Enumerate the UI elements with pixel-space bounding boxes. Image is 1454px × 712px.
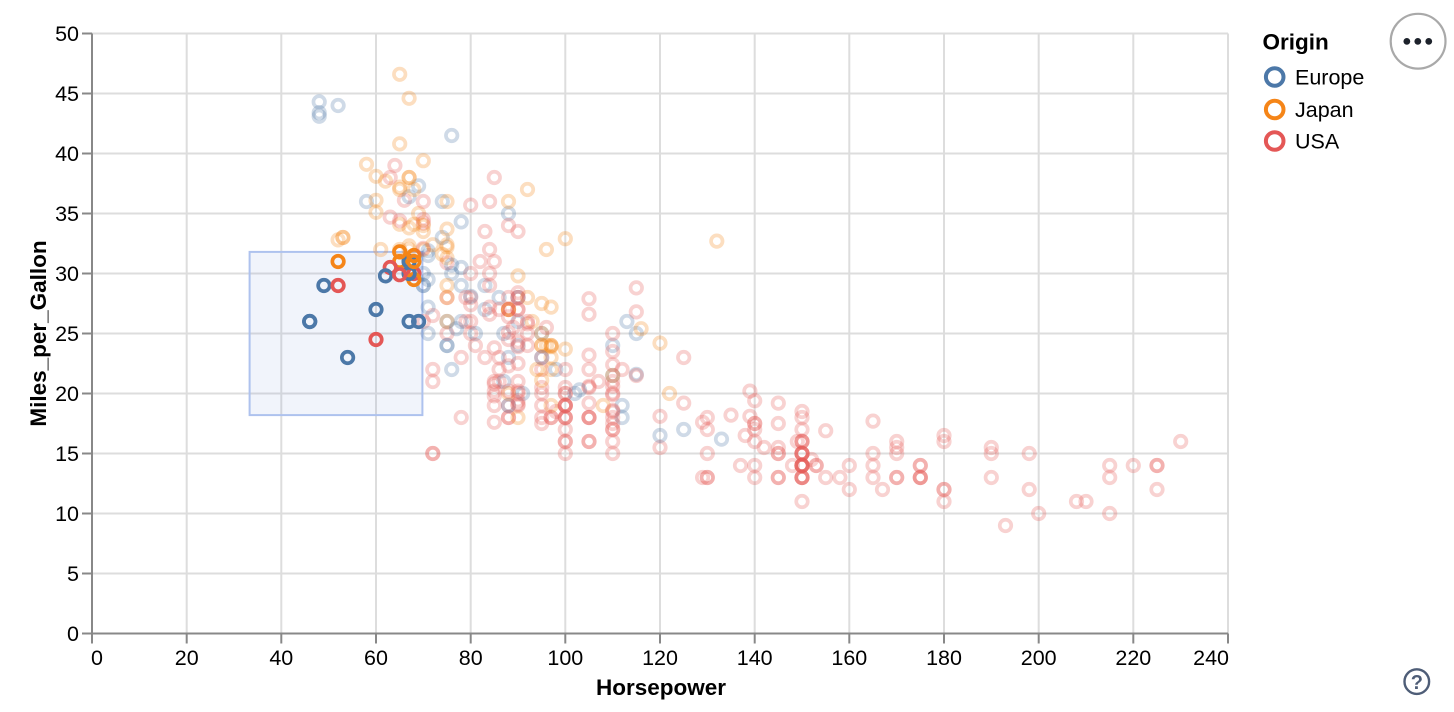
svg-text:50: 50 bbox=[55, 22, 79, 46]
svg-text:160: 160 bbox=[831, 646, 867, 670]
svg-text:?: ? bbox=[1411, 672, 1423, 694]
svg-text:120: 120 bbox=[642, 646, 678, 670]
svg-text:20: 20 bbox=[55, 382, 79, 406]
svg-text:80: 80 bbox=[459, 646, 483, 670]
svg-text:40: 40 bbox=[55, 142, 79, 166]
svg-text:40: 40 bbox=[269, 646, 293, 670]
svg-text:20: 20 bbox=[175, 646, 199, 670]
svg-text:0: 0 bbox=[67, 622, 79, 646]
svg-text:45: 45 bbox=[55, 82, 79, 106]
svg-text:100: 100 bbox=[547, 646, 583, 670]
svg-text:25: 25 bbox=[55, 322, 79, 346]
svg-text:180: 180 bbox=[926, 646, 962, 670]
svg-text:30: 30 bbox=[55, 262, 79, 286]
svg-text:240: 240 bbox=[1193, 646, 1229, 670]
svg-text:Origin: Origin bbox=[1263, 30, 1329, 55]
svg-text:200: 200 bbox=[1021, 646, 1057, 670]
svg-text:Miles_per_Gallon: Miles_per_Gallon bbox=[26, 240, 51, 426]
svg-text:15: 15 bbox=[55, 442, 79, 466]
svg-text:35: 35 bbox=[55, 202, 79, 226]
svg-text:USA: USA bbox=[1295, 130, 1340, 154]
svg-text:Horsepower: Horsepower bbox=[596, 675, 726, 700]
svg-text:Europe: Europe bbox=[1295, 66, 1364, 90]
svg-text:0: 0 bbox=[91, 646, 103, 670]
svg-text:5: 5 bbox=[67, 562, 79, 586]
svg-text:140: 140 bbox=[737, 646, 773, 670]
svg-text:10: 10 bbox=[55, 502, 79, 526]
svg-text:220: 220 bbox=[1115, 646, 1151, 670]
svg-text:Japan: Japan bbox=[1295, 98, 1354, 122]
svg-text:60: 60 bbox=[364, 646, 388, 670]
